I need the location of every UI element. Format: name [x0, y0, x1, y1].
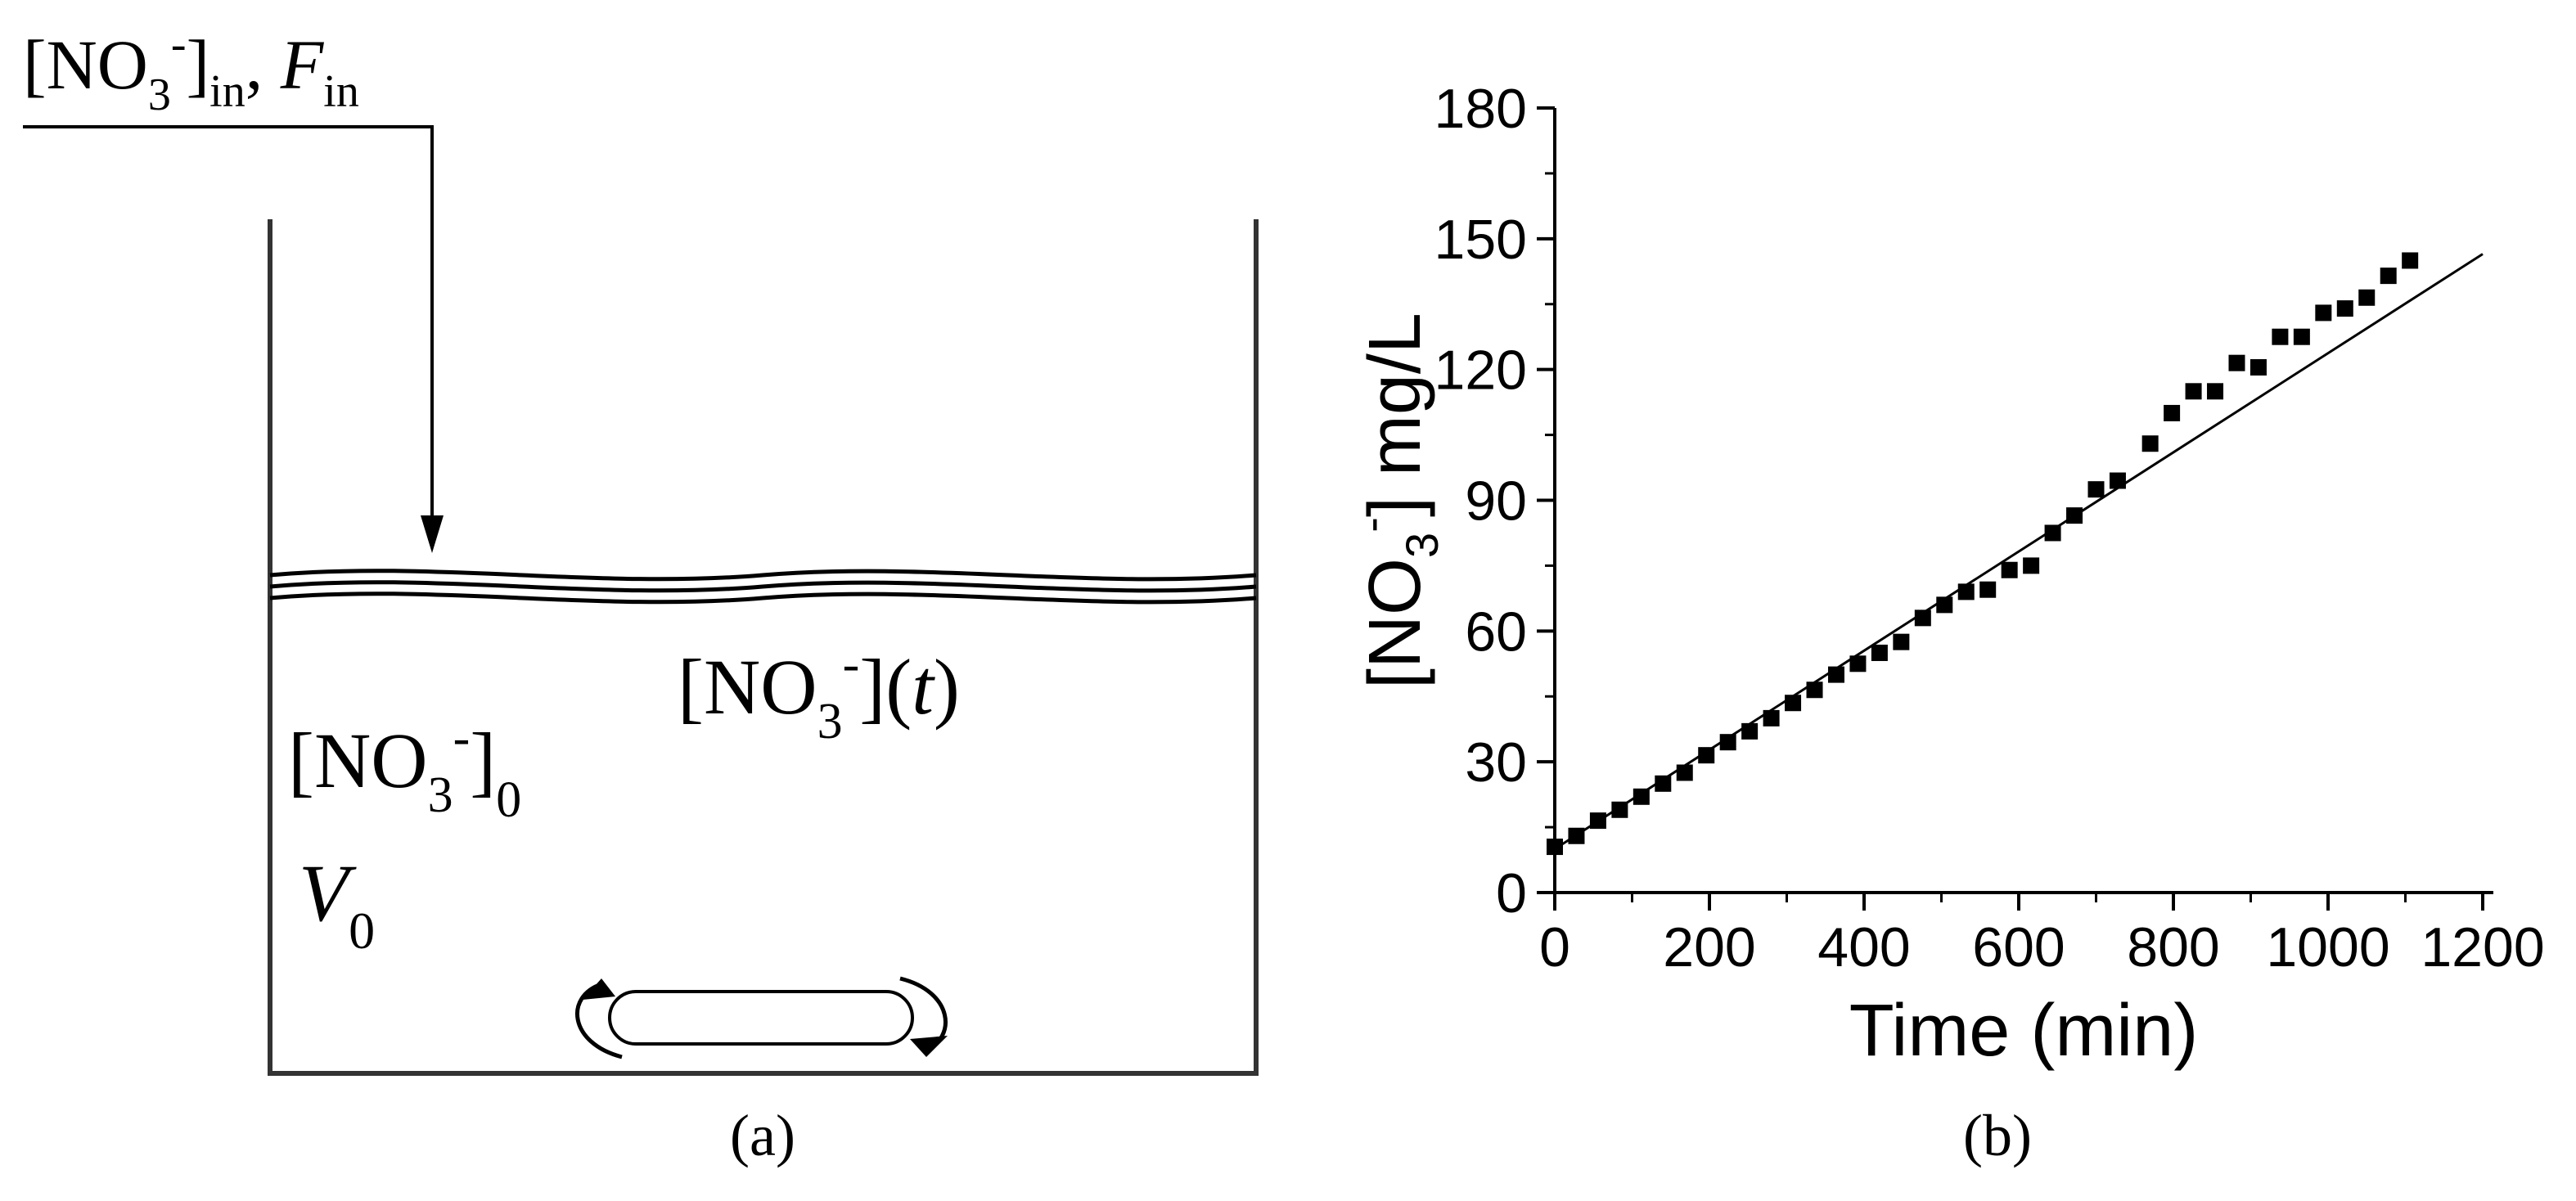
inlet-label: [NO3-]in, Fin: [23, 19, 359, 120]
data-point: [1979, 581, 1997, 598]
data-point: [1871, 644, 1888, 661]
data-point: [2023, 557, 2040, 574]
panel-b: 0 200 400 600 800 1000 1200 0 30 60 90 120 150 180 T…: [1345, 78, 2545, 1168]
data-point: [2228, 354, 2245, 371]
x-axis-title: Time (min): [1849, 990, 2199, 1072]
initial-concentration-label: [NO3-]0: [288, 710, 521, 828]
liquid-surface: [269, 569, 1257, 605]
panel-a: [NO3-]in, Fin [NO3-](t) [NO3-]0 V0 (a): [23, 19, 1259, 1168]
x-ticks: 0 200 400 600 800 1000 1200: [1539, 893, 2545, 978]
data-point: [2315, 304, 2332, 322]
y-tick-label: 0: [1496, 862, 1527, 924]
data-point: [2272, 328, 2289, 345]
y-tick-label: 180: [1434, 78, 1527, 140]
y-tick-label: 90: [1465, 470, 1527, 533]
data-point: [1763, 709, 1780, 726]
stir-arrow-left-head: [583, 978, 615, 1000]
y-axis-title: [NO3-] mg/L: [1345, 313, 1448, 689]
stir-bar-body: [608, 990, 914, 1046]
data-point: [2249, 359, 2267, 376]
data-point: [2109, 472, 2126, 489]
initial-volume-label: V0: [299, 848, 375, 960]
data-point: [1914, 609, 1931, 627]
caption-a: (a): [730, 1103, 795, 1168]
fit-line-group: [1554, 253, 2484, 850]
data-point: [1936, 596, 1953, 614]
data-point: [2044, 524, 2061, 542]
concentration-t-label: [NO3-](t): [678, 636, 960, 749]
data-point: [1633, 788, 1650, 805]
data-point: [1957, 583, 1975, 600]
y-tick-label: 60: [1465, 600, 1527, 663]
data-point: [2141, 435, 2159, 452]
y-ticks: 0 30 60 90 120 150 180: [1434, 78, 1555, 924]
x-tick-label: 400: [1817, 916, 1910, 978]
data-point: [1547, 839, 1563, 856]
x-tick-label: 1000: [2266, 916, 2389, 978]
stir-arrow-right-head: [910, 1036, 948, 1057]
x-tick-label: 200: [1663, 916, 1755, 978]
data-point: [2185, 383, 2202, 400]
feed-arrow-head: [421, 515, 444, 553]
data-point: [1719, 734, 1736, 751]
data-point: [2293, 328, 2310, 345]
data-point: [1741, 722, 1759, 740]
data-point: [1568, 827, 1585, 844]
data-point: [2066, 507, 2083, 524]
y-tick-label: 120: [1434, 340, 1527, 402]
x-tick-label: 600: [1972, 916, 2065, 978]
data-point: [2358, 289, 2376, 306]
y-tick-label: 30: [1465, 731, 1527, 794]
data-point: [1806, 681, 1823, 699]
stir-arrow-left: [574, 982, 623, 1059]
data-points: [1547, 252, 2419, 856]
data-point: [2164, 404, 2181, 421]
data-point: [1698, 747, 1715, 764]
y-tick-label: 150: [1434, 209, 1527, 271]
data-point: [1785, 695, 1802, 712]
stir-bar: [574, 976, 948, 1059]
data-point: [1655, 775, 1672, 792]
data-point: [1827, 666, 1844, 683]
data-point: [2001, 561, 2018, 578]
data-point: [1589, 812, 1606, 830]
data-point: [1676, 764, 1693, 781]
reactor-vessel: [268, 219, 1259, 1076]
data-point: [1893, 633, 1910, 650]
x-tick-label: 800: [2127, 916, 2219, 978]
x-tick-label: 1200: [2421, 916, 2544, 978]
feed-pipe: [23, 125, 434, 520]
data-point: [2402, 252, 2419, 269]
fit-line: [1554, 253, 2484, 850]
data-point: [2336, 300, 2353, 317]
data-point: [2380, 268, 2397, 285]
data-point: [1849, 655, 1867, 672]
data-point: [2087, 481, 2105, 498]
data-point: [1611, 801, 1628, 818]
caption-b: (b): [1963, 1103, 2032, 1168]
x-tick-label: 0: [1539, 916, 1570, 978]
data-point: [2207, 383, 2224, 400]
